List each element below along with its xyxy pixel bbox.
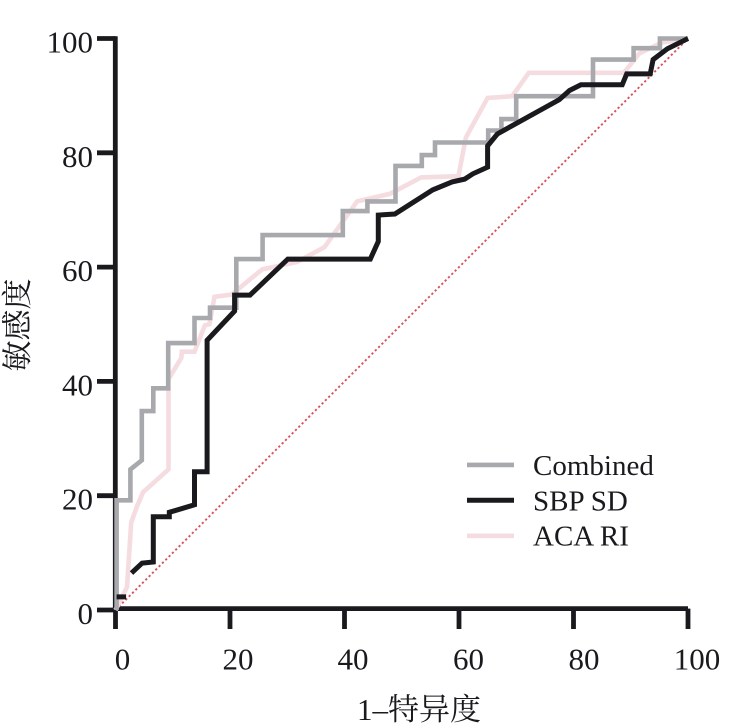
- svg-text:80: 80: [569, 642, 600, 677]
- svg-text:20: 20: [62, 482, 93, 517]
- svg-text:80: 80: [62, 139, 93, 174]
- svg-text:40: 40: [62, 367, 93, 402]
- svg-text:60: 60: [62, 253, 93, 288]
- svg-text:1–: 1–: [357, 692, 389, 725]
- svg-text:40: 40: [338, 642, 369, 677]
- svg-text:0: 0: [78, 596, 94, 631]
- svg-text:100: 100: [47, 25, 94, 60]
- svg-text:0: 0: [115, 642, 131, 677]
- svg-text:SBP SD: SBP SD: [533, 485, 628, 517]
- svg-text:Combined: Combined: [533, 450, 654, 482]
- svg-text:ACA RI: ACA RI: [533, 521, 629, 553]
- svg-text:20: 20: [223, 642, 254, 677]
- svg-text:100: 100: [674, 642, 721, 677]
- svg-text:60: 60: [453, 642, 484, 677]
